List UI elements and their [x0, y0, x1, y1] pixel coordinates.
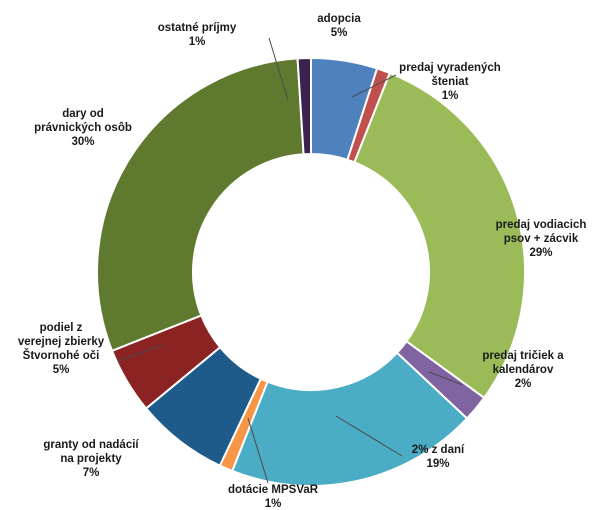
slice-label-7: granty od nadácií na projekty 7%: [43, 439, 139, 479]
slice-label-line: 1%: [265, 498, 282, 510]
donut-slice-10: [296, 56, 312, 156]
donut-slice-3: [353, 71, 526, 400]
slice-label-line: Štvornohé oči: [23, 349, 100, 362]
slice-label-line: verejnej zbierky: [18, 336, 105, 348]
slice-label-line: granty od nadácií: [43, 439, 139, 451]
slice-label-line: predaj vodiacich: [496, 219, 587, 231]
slice-label-line: adopcia: [317, 13, 361, 25]
slice-label-line: 1%: [442, 90, 459, 102]
leader-line-10: [268, 37, 289, 101]
slice-label-line: 5%: [331, 27, 348, 39]
slice-label-line: psov + zácvik: [504, 233, 579, 245]
slice-label-line: 7%: [83, 467, 100, 479]
leader-lines-group: [117, 37, 464, 484]
slice-label-line: dotácie MPSVaR: [228, 484, 319, 496]
leader-line-5: [335, 415, 403, 457]
slice-label-10: ostatné príjmy 1%: [158, 22, 237, 48]
slice-label-line: predaj vyradených: [399, 62, 501, 74]
slice-label-6: dotácie MPSVaR 1%: [228, 484, 319, 510]
slice-label-line: na projekty: [60, 453, 122, 465]
slice-label-3: predaj vodiacich psov + zácvik 29%: [496, 219, 587, 259]
slice-label-line: 19%: [426, 458, 449, 470]
leader-line-4: [428, 371, 464, 386]
slice-label-line: 2%: [515, 378, 532, 390]
slice-label-line: 2% z daní: [412, 444, 465, 456]
leader-line-6: [247, 417, 269, 484]
slice-label-line: podiel z: [40, 322, 83, 334]
slice-label-line: ostatné príjmy: [158, 22, 237, 34]
slice-label-1: adopcia 5%: [317, 13, 361, 39]
slice-label-line: 29%: [529, 247, 552, 259]
slice-label-line: 30%: [71, 136, 94, 148]
leader-line-2: [351, 74, 397, 98]
slice-label-line: 5%: [53, 364, 70, 376]
slice-label-line: šteniat: [431, 76, 468, 88]
slice-label-2: predaj vyradených šteniat 1%: [399, 62, 501, 102]
slice-label-5: 2% z daní 19%: [412, 444, 465, 470]
slice-label-line: právnických osôb: [34, 122, 132, 134]
slices-group: [96, 56, 526, 487]
slice-label-8: podiel z verejnej zbierky Štvornohé oči 5%: [18, 322, 105, 376]
labels-group: adopcia 5%predaj vyradených šteniat 1%preda…: [18, 13, 587, 510]
slice-label-line: dary od: [62, 108, 104, 120]
donut-slice-9: [96, 57, 305, 353]
slice-label-line: 1%: [189, 36, 206, 48]
donut-slice-5: [230, 351, 469, 487]
slice-label-line: kalendárov: [493, 364, 554, 376]
slice-label-4: predaj tričiek a kalendárov 2%: [482, 350, 564, 390]
slice-label-9: dary od právnických osôb 30%: [34, 108, 132, 148]
leader-line-8: [117, 344, 163, 362]
slice-label-line: predaj tričiek a: [482, 350, 564, 362]
